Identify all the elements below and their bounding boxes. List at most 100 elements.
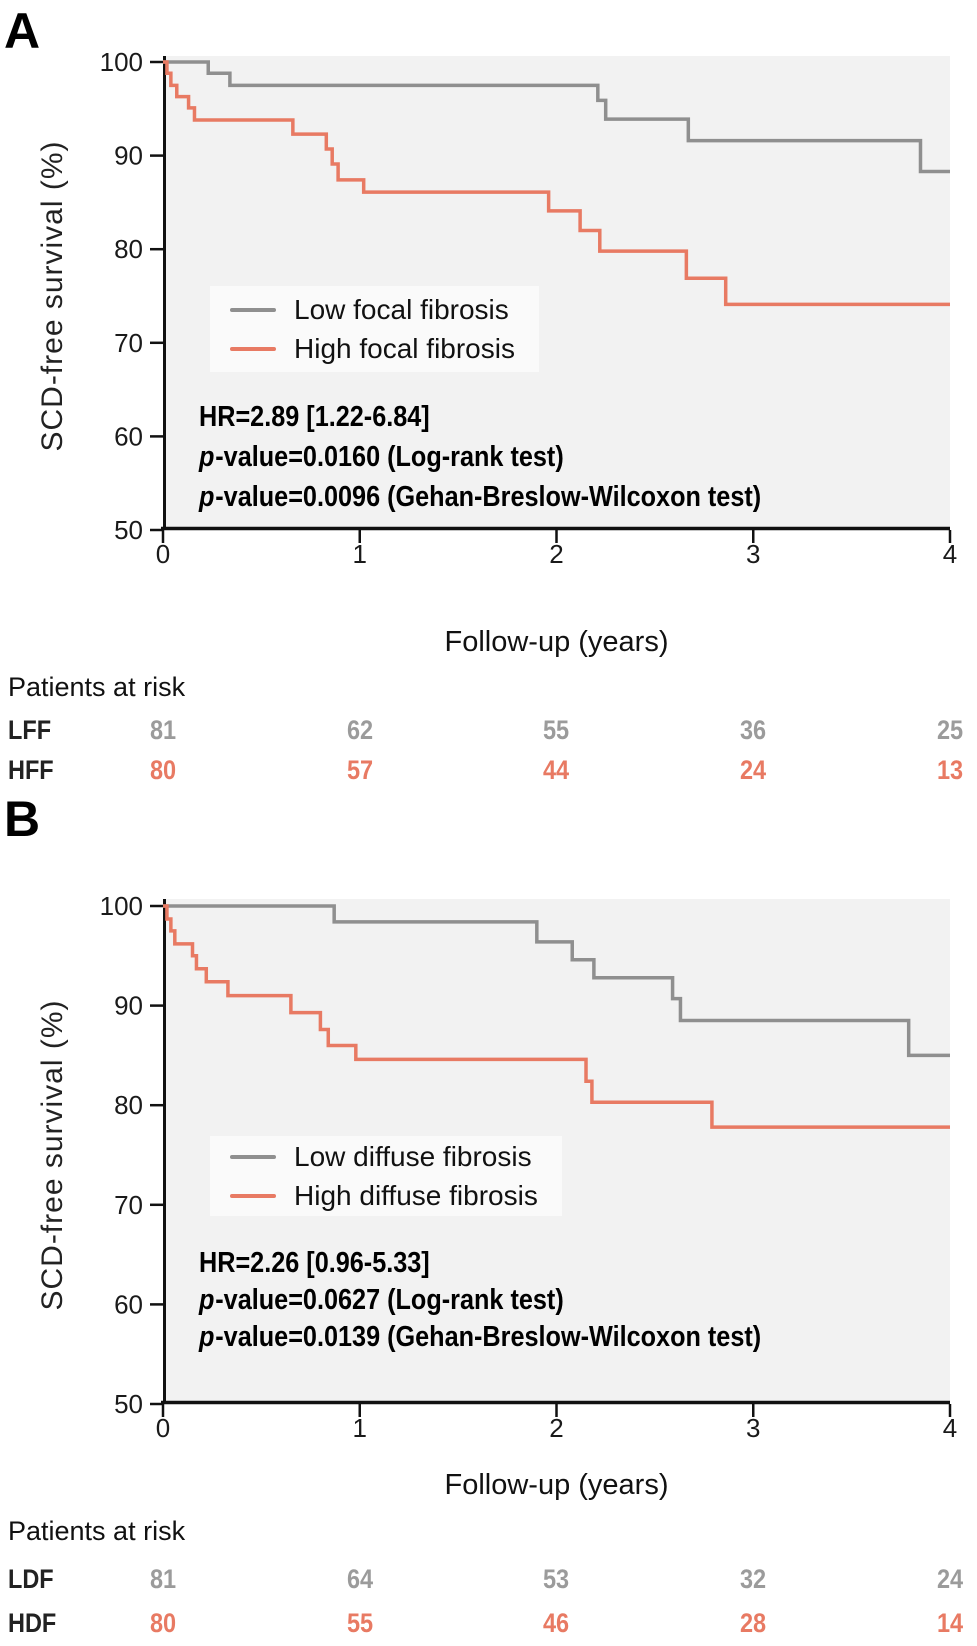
at-risk-number: 14: [936, 1608, 964, 1638]
at-risk-value-hff: 57: [315, 755, 405, 786]
x-tick-label: 3: [746, 1413, 760, 1443]
legend-item-low-focal: Low focal fibrosis: [230, 294, 515, 326]
y-tick-label: 60: [114, 1289, 143, 1319]
y-tick-label: 90: [114, 141, 143, 171]
at-risk-value-ldf: 81: [118, 1564, 208, 1595]
x-tick-label: 1: [353, 1413, 367, 1443]
p-gbw-text: p-value=0.0139 (Gehan-Breslow-Wilcoxon t…: [199, 1321, 762, 1353]
x-tick-label: 2: [549, 1413, 563, 1443]
at-risk-value-lff: 62: [315, 715, 405, 746]
y-tick-label: 80: [114, 1090, 143, 1120]
y-tick-label: 100: [100, 891, 143, 921]
at-risk-row-label-hff: HFF: [8, 755, 54, 785]
y-tick-label: 90: [114, 991, 143, 1021]
at-risk-value-lff: 36: [708, 715, 798, 746]
hr-text: HR=2.89 [1.22-6.84]: [199, 401, 430, 433]
p-logrank-text: p-value=0.0160 (Log-rank test): [199, 441, 564, 473]
legend-label: High focal fibrosis: [294, 332, 515, 364]
legend-item-low-diffuse: Low diffuse fibrosis: [230, 1141, 538, 1173]
at-risk-number: 62: [346, 715, 373, 745]
km-curve-high-diffuse-fibrosis: [163, 904, 950, 1129]
y-tick-label: 60: [114, 421, 143, 451]
legend-line-swatch-gray: [230, 1154, 276, 1159]
at-risk-number: 55: [543, 715, 570, 745]
at-risk-number: 53: [543, 1564, 570, 1594]
legend-line-swatch-salmon: [230, 1193, 276, 1198]
x-axis-title-b: Follow-up (years): [444, 1469, 669, 1501]
at-risk-number: 55: [346, 1608, 373, 1638]
at-risk-row-label-hdf: HDF: [8, 1608, 57, 1638]
legend-item-high-focal: High focal fibrosis: [230, 333, 515, 365]
at-risk-value-ldf: 64: [315, 1564, 405, 1595]
at-risk-number: 24: [740, 755, 767, 785]
at-risk-value-hff: 80: [118, 755, 208, 786]
at-risk-number: 81: [149, 1564, 177, 1594]
at-risk-title-b: Patients at risk: [8, 1516, 186, 1546]
at-risk-value-hdf: 28: [708, 1608, 798, 1639]
x-axis-title-a: Follow-up (years): [444, 626, 669, 658]
x-tick-label: 4: [943, 1413, 957, 1443]
at-risk-value-ldf: 24: [905, 1564, 977, 1595]
at-risk-number: 80: [149, 755, 177, 785]
at-risk-value-hff: 13: [905, 755, 977, 786]
x-tick-label: 0: [156, 1413, 170, 1443]
panel-letter-a: A: [4, 3, 40, 59]
legend-item-high-diffuse: High diffuse fibrosis: [230, 1180, 538, 1212]
y-axis-title-b: SCD-free survival (%): [36, 999, 69, 1311]
km-curve-high-focal-fibrosis: [163, 60, 950, 307]
legend-a: Low focal fibrosis High focal fibrosis: [210, 286, 539, 372]
legend-label: High diffuse fibrosis: [294, 1179, 538, 1211]
y-tick-label: 70: [114, 328, 143, 358]
at-risk-value-lff: 55: [512, 715, 602, 746]
stats-block-a: HR=2.89 [1.22-6.84] p-value=0.0160 (Log-…: [199, 397, 845, 517]
y-tick-label: 70: [114, 1190, 143, 1220]
legend-b: Low diffuse fibrosis High diffuse fibros…: [210, 1136, 562, 1216]
y-axis-title-a: SCD-free survival (%): [36, 140, 69, 452]
x-tick-label: 0: [156, 539, 170, 569]
y-tick-label: 50: [114, 515, 143, 545]
legend-label: Low diffuse fibrosis: [294, 1140, 532, 1172]
at-risk-number: 25: [936, 715, 964, 745]
at-risk-number: 81: [149, 715, 177, 745]
at-risk-row-label-lff: LFF: [8, 715, 52, 745]
km-curve-low-diffuse-fibrosis: [163, 904, 950, 1058]
legend-label: Low focal fibrosis: [294, 293, 509, 325]
at-risk-value-hdf: 46: [512, 1608, 602, 1639]
p-logrank-text: p-value=0.0627 (Log-rank test): [199, 1284, 564, 1316]
hr-text: HR=2.26 [0.96-5.33]: [199, 1247, 430, 1279]
x-tick-label: 3: [746, 539, 760, 569]
p-gbw-text: p-value=0.0096 (Gehan-Breslow-Wilcoxon t…: [199, 481, 762, 513]
at-risk-value-hff: 24: [708, 755, 798, 786]
at-risk-number: 57: [346, 755, 373, 785]
at-risk-value-lff: 25: [905, 715, 977, 746]
at-risk-number: 36: [740, 715, 767, 745]
stats-block-b: HR=2.26 [0.96-5.33] p-value=0.0627 (Log-…: [199, 1245, 845, 1356]
at-risk-row-label-ldf: LDF: [8, 1564, 54, 1594]
at-risk-value-ldf: 53: [512, 1564, 602, 1595]
legend-line-swatch-salmon: [230, 346, 276, 351]
at-risk-value-hff: 44: [512, 755, 602, 786]
panel-letter-b: B: [4, 791, 40, 847]
y-tick-label: 100: [100, 47, 143, 77]
x-tick-label: 2: [549, 539, 563, 569]
at-risk-value-hdf: 55: [315, 1608, 405, 1639]
at-risk-number: 13: [936, 755, 964, 785]
at-risk-value-ldf: 32: [708, 1564, 798, 1595]
x-tick-label: 1: [353, 539, 367, 569]
at-risk-number: 46: [543, 1608, 570, 1638]
at-risk-value-hdf: 14: [905, 1608, 977, 1639]
at-risk-number: 80: [149, 1608, 177, 1638]
at-risk-number: 24: [936, 1564, 964, 1594]
at-risk-value-lff: 81: [118, 715, 208, 746]
at-risk-number: 44: [543, 755, 570, 785]
at-risk-number: 28: [740, 1608, 767, 1638]
y-tick-label: 50: [114, 1389, 143, 1419]
at-risk-number: 32: [740, 1564, 767, 1594]
at-risk-value-hdf: 80: [118, 1608, 208, 1639]
legend-line-swatch-gray: [230, 307, 276, 312]
at-risk-number: 64: [346, 1564, 373, 1594]
at-risk-title-a: Patients at risk: [8, 672, 186, 702]
x-tick-label: 4: [943, 539, 957, 569]
